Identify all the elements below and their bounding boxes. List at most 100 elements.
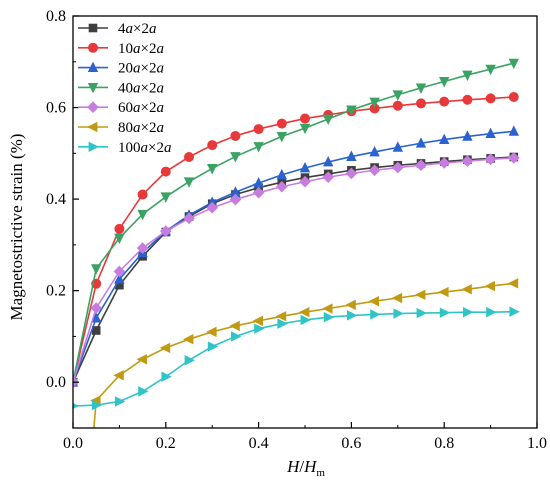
x-tick-label-3: 0.4 [249,435,269,452]
legend-marker-4 [87,83,99,94]
series-4-point-8 [230,152,241,163]
legend-marker-5 [87,101,99,113]
series-7-point-12 [323,312,335,323]
series-3-point-13 [346,150,357,161]
series-7-point-6 [184,355,195,366]
series-6-point-4 [136,354,147,365]
series-5-point-4 [136,242,149,254]
series-5-point-13 [345,167,358,180]
series-3-point-7 [207,196,218,207]
series-2-point-14 [369,103,380,114]
x-tick-label-6: 1.0 [527,435,547,452]
series-3-point-9 [253,177,264,188]
series-2-point-20 [508,92,519,103]
series-5-point-18 [461,155,474,167]
legend-item-2: 10a×2a [78,41,164,57]
series-6-point-7 [206,326,217,338]
series-2-point-3 [114,223,125,234]
series-6-point-6 [183,333,194,345]
series-6-point-8 [229,320,240,332]
series-7-point-19 [486,306,497,318]
legend-marker-7 [88,141,99,152]
legend-label-4: 40a×2a [118,80,164,96]
series-4-point-9 [253,142,264,153]
legend-item-1: 4a×2a [78,21,156,37]
x-tick-label-4: 0.6 [341,435,361,452]
series-7-point-4 [138,386,149,397]
series-7-point-11 [300,314,311,326]
x-tick-label-5: 0.8 [434,435,454,452]
series-6-point-9 [252,315,263,327]
series-2-point-8 [230,130,241,141]
legend-marker-6 [87,121,98,133]
series-6-group [90,278,519,428]
series-5-point-3 [113,265,126,278]
series-7-point-18 [463,306,474,318]
y-tick-label-2: 0.2 [46,283,66,300]
series-2-point-18 [462,94,473,105]
series-4-point-16 [415,83,427,94]
series-6-point-20 [507,278,519,289]
series-5-point-20 [508,152,520,164]
series-5-group [73,152,520,389]
series-4-point-4 [137,209,148,221]
series-3-point-15 [392,141,403,152]
series-4-point-18 [462,70,473,82]
series-5-point-6 [183,212,195,225]
series-5-point-7 [206,202,218,214]
series-3-point-8 [230,186,241,197]
series-6-point-13 [345,299,356,311]
series-5-point-19 [484,153,497,166]
series-7-point-16 [416,307,427,319]
series-7-point-10 [277,318,288,329]
series-2-point-4 [137,189,148,200]
series-6-point-14 [368,295,379,307]
series-4-point-15 [392,90,403,101]
legend-marker-2 [88,42,98,53]
series-5-point-14 [368,164,381,177]
x-tick-label-2: 0.2 [156,435,176,452]
y-tick-label-3: 0.4 [46,191,66,208]
series-2-point-17 [439,96,450,107]
series-5-point-10 [276,180,288,193]
series-2-point-9 [253,124,264,135]
series-7-point-14 [370,309,381,320]
series-7-point-9 [254,323,265,334]
series-4-point-7 [207,164,218,175]
series-6-point-16 [415,289,426,300]
legend-label-6: 80a×2a [118,120,164,136]
series-6-point-3 [113,370,124,381]
series-6-point-18 [461,284,472,295]
series-5-point-8 [229,193,242,206]
series-3-point-3 [114,273,125,284]
series-7-point-8 [231,331,242,342]
series-4-point-6 [183,177,195,188]
series-2-point-6 [184,151,194,162]
series-6-point-10 [275,311,287,322]
series-5-point-2 [90,302,102,314]
series-5-point-12 [322,171,334,183]
series-6-point-15 [391,292,403,304]
series-4-point-10 [276,131,287,143]
series-4-point-5 [160,192,171,203]
legend-item-4: 40a×2a [78,80,164,96]
series-7-point-2 [91,399,103,411]
series-2-point-11 [300,113,310,124]
series-3-point-11 [299,161,311,173]
series-4-point-17 [439,77,450,88]
series-7-point-17 [439,307,451,318]
series-4-point-3 [114,233,125,245]
series-3-point-14 [369,145,380,157]
series-1-group [73,152,519,387]
series-2-point-7 [207,140,218,151]
series-4-point-2 [91,264,102,275]
legend-marker-3 [87,61,99,72]
series-3-point-17 [439,133,450,144]
series-3-point-20 [508,125,519,136]
legend-item-5: 60a×2a [78,100,164,116]
series-7-point-5 [161,371,172,382]
series-2-group [73,92,519,388]
series-4-point-13 [346,105,357,116]
legend-label-7: 100a×2a [118,140,171,156]
